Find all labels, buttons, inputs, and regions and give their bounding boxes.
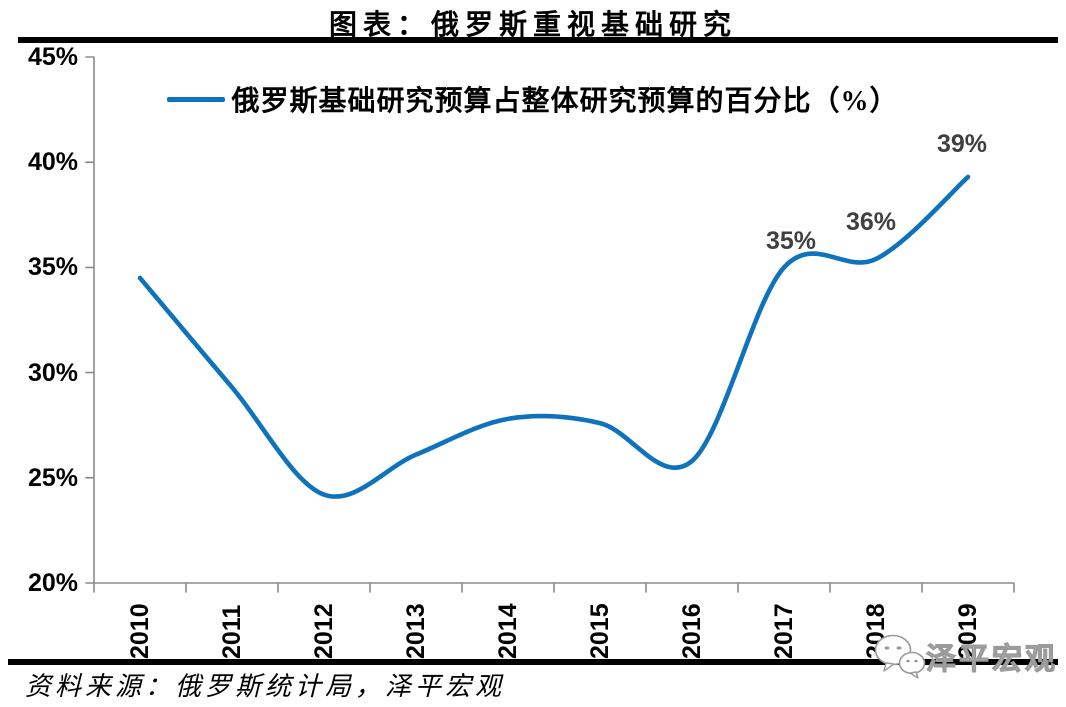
- x-axis-label: 2012: [310, 603, 338, 659]
- y-axis-label: 45%: [27, 43, 78, 71]
- x-axis-label: 2014: [494, 603, 522, 659]
- y-axis-label: 40%: [27, 148, 78, 177]
- data-label: 35%: [765, 227, 817, 256]
- x-axis-label: 2010: [126, 603, 154, 659]
- x-axis-label: 2016: [678, 603, 706, 659]
- x-axis-label: 2013: [402, 603, 430, 659]
- legend-label: 俄罗斯基础研究预算占整体研究预算的百分比（%）: [231, 86, 899, 117]
- chart-title: 图表：俄罗斯重视基础研究: [328, 10, 737, 41]
- source-note: 资料来源：俄罗斯统计局，泽平宏观: [25, 672, 506, 701]
- y-axis-label: 20%: [27, 569, 78, 597]
- series-line: [137, 174, 971, 499]
- legend-line-marker: [167, 96, 226, 102]
- wechat-icon: [874, 634, 926, 679]
- y-axis-label: 35%: [27, 253, 78, 282]
- watermark: 泽平宏观: [872, 632, 1058, 680]
- data-label: 36%: [845, 207, 897, 236]
- legend: 俄罗斯基础研究预算占整体研究预算的百分比（%）: [0, 79, 1066, 119]
- x-axis-label: 2015: [586, 603, 614, 659]
- bottom-divider: [8, 659, 1058, 665]
- y-axis-label: 30%: [27, 358, 78, 387]
- top-divider: [18, 37, 1058, 43]
- x-axis-label: 2011: [218, 604, 246, 659]
- axes: [85, 56, 1015, 593]
- x-axis-label: 2017: [770, 603, 798, 659]
- watermark-text: 泽平宏观: [926, 643, 1058, 677]
- data-label: 39%: [936, 129, 988, 158]
- line-chart: [85, 56, 1015, 593]
- y-axis-label: 25%: [27, 463, 78, 492]
